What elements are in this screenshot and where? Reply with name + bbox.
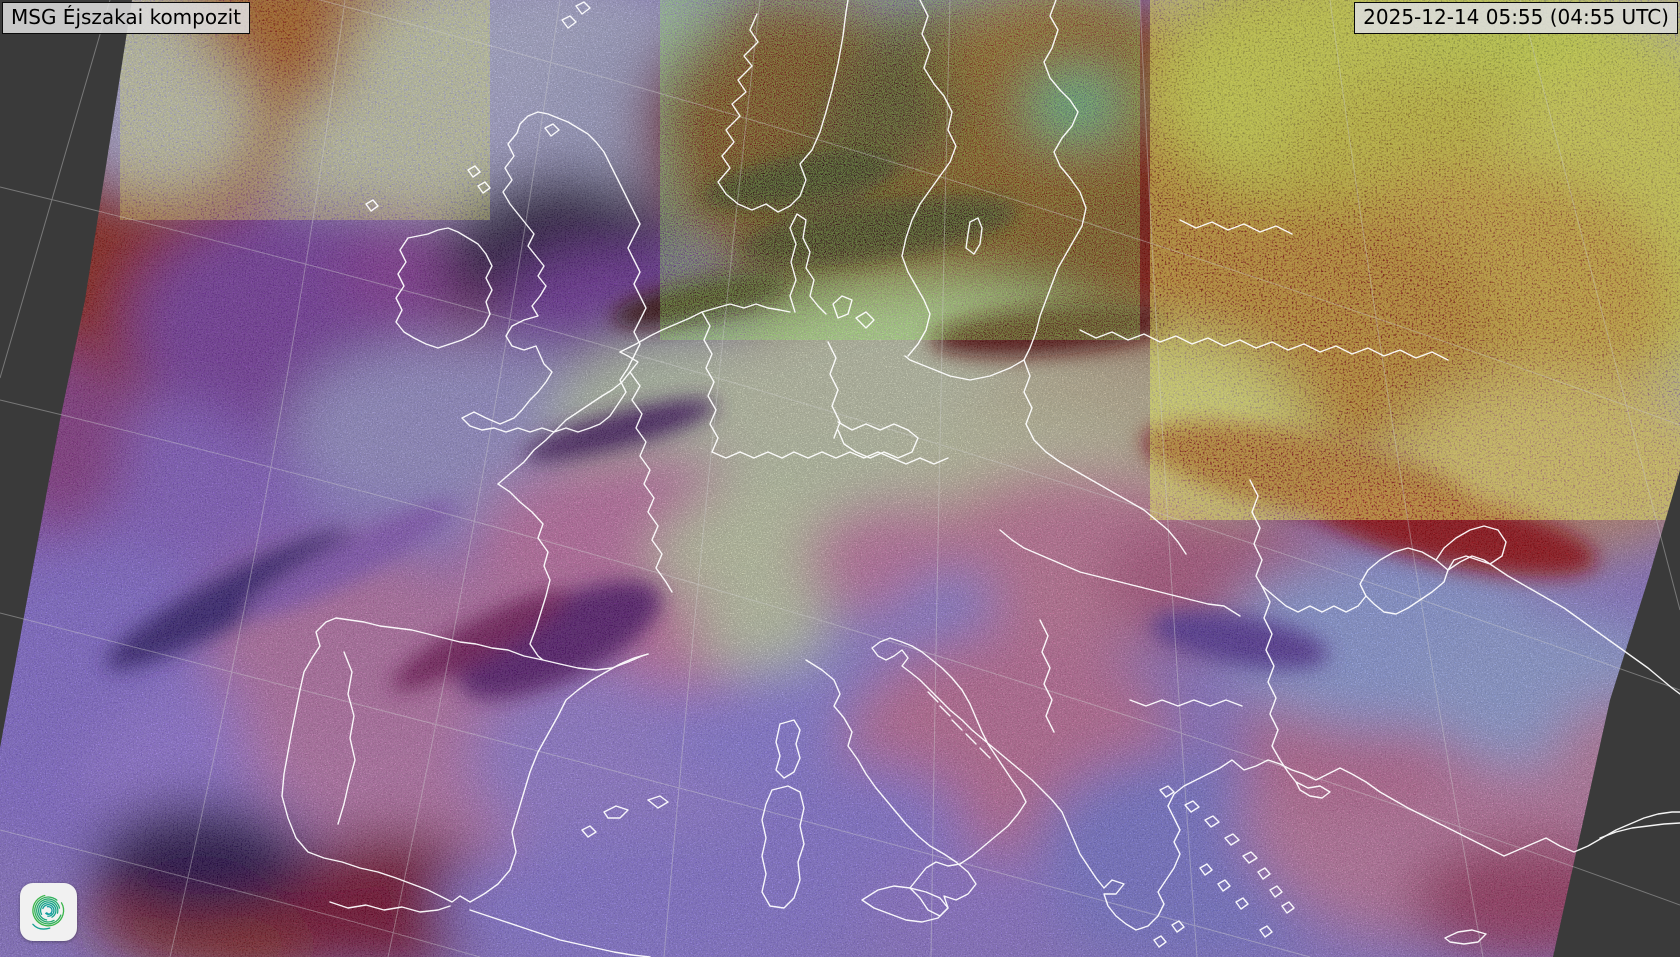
- product-label: MSG Éjszakai kompozit: [2, 2, 250, 34]
- timestamp-label: 2025-12-14 05:55 (04:55 UTC): [1354, 2, 1678, 34]
- product-label-text: MSG Éjszakai kompozit: [11, 5, 241, 29]
- border-overlay-layer: [281, 0, 1680, 957]
- agency-logo: [20, 883, 77, 941]
- cyclone-spiral-icon: [26, 889, 72, 935]
- timestamp-text: 2025-12-14 05:55 (04:55 UTC): [1363, 5, 1669, 29]
